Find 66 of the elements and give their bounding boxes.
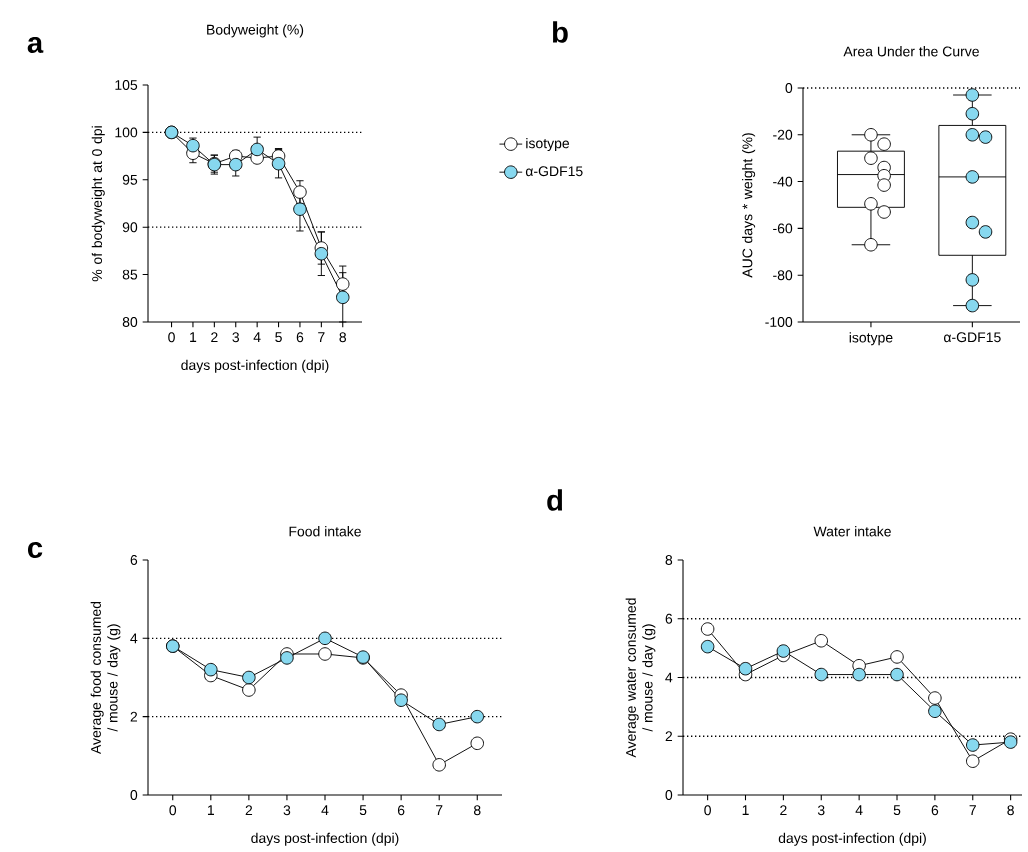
y-tick-label: 0	[665, 790, 673, 800]
y-axis-title: Average water consumed / mouse / day (g)	[625, 598, 656, 758]
chart-title: Bodyweight (%)	[207, 24, 304, 38]
x-tick-label: 1	[190, 332, 197, 342]
x-tick-label: isotype	[849, 332, 893, 346]
x-tick-label: 8	[1007, 805, 1014, 816]
text: d	[547, 489, 563, 511]
x-tick-label: 6	[397, 805, 405, 816]
y-tick-label: 4	[130, 633, 138, 644]
y-tick-label: 8	[665, 555, 673, 565]
text: a	[27, 36, 44, 54]
legend-label: isotype	[526, 137, 570, 152]
y-tick-label: 4	[665, 672, 673, 683]
x-tick-label: 6	[296, 332, 304, 343]
x-tick-label: 0	[704, 805, 711, 816]
y-tick-label: 90	[122, 222, 138, 233]
y-axis-title: % of bodyweight at 0 dpi	[91, 126, 105, 282]
x-tick-label: 3	[283, 805, 291, 816]
legend-label: α-GDF15	[525, 166, 583, 177]
x-tick-label: 0	[169, 805, 177, 816]
y-tick-label: 0	[785, 83, 793, 93]
x-tick-label: 7	[436, 805, 443, 815]
y-tick-label: -40	[773, 176, 793, 187]
chart-title: Area Under the Curve	[843, 46, 979, 57]
x-tick-label: 7	[318, 332, 325, 342]
y-tick-label: -80	[773, 270, 793, 281]
chart-title: Water intake	[813, 526, 891, 537]
chart-title: Food intake	[289, 526, 361, 537]
y-tick-label: 105	[115, 80, 138, 90]
x-tick-label: 6	[931, 805, 939, 816]
y-tick-label: -60	[773, 223, 793, 234]
y-axis-title: AUC days * weight (%)	[742, 133, 756, 278]
x-tick-label: 8	[339, 332, 347, 343]
x-tick-label: 0	[168, 332, 175, 343]
x-tick-label: 4	[855, 805, 863, 815]
x-tick-label: 2	[245, 805, 253, 816]
x-tick-label: 5	[893, 805, 901, 816]
x-tick-label: 3	[817, 805, 825, 816]
text: b	[552, 21, 568, 43]
y-tick-label: 2	[130, 711, 138, 722]
x-tick-label: 1	[207, 805, 215, 815]
x-tick-label: 5	[275, 332, 282, 343]
x-tick-label: 8	[473, 805, 481, 816]
y-tick-label: -20	[773, 129, 793, 140]
x-tick-label: 3	[232, 332, 240, 343]
x-axis-title: days post-infection (dpi)	[251, 832, 399, 846]
x-axis-title: days post-infection (dpi)	[778, 832, 926, 846]
x-tick-label: 2	[211, 332, 218, 343]
y-tick-label: 80	[122, 317, 138, 327]
y-tick-label: 2	[665, 731, 673, 742]
x-tick-label: 5	[359, 805, 367, 816]
text: c	[28, 541, 43, 559]
x-tick-label: 4	[253, 332, 261, 342]
x-tick-label: 4	[321, 805, 329, 815]
x-axis-title: days post-infection (dpi)	[181, 359, 329, 373]
x-tick-label: α-GDF15	[943, 332, 1001, 343]
y-tick-label: 100	[115, 127, 138, 138]
y-tick-label: 6	[665, 613, 673, 624]
y-tick-label: 95	[122, 174, 138, 185]
x-tick-label: 7	[969, 805, 976, 815]
y-tick-label: 85	[122, 269, 138, 280]
y-tick-label: -100	[765, 317, 793, 327]
x-tick-label: 1	[742, 805, 749, 815]
y-tick-label: 6	[130, 555, 138, 565]
y-tick-label: 0	[130, 790, 138, 800]
y-axis-title: Average food consumed / mouse / day (g)	[90, 601, 121, 754]
